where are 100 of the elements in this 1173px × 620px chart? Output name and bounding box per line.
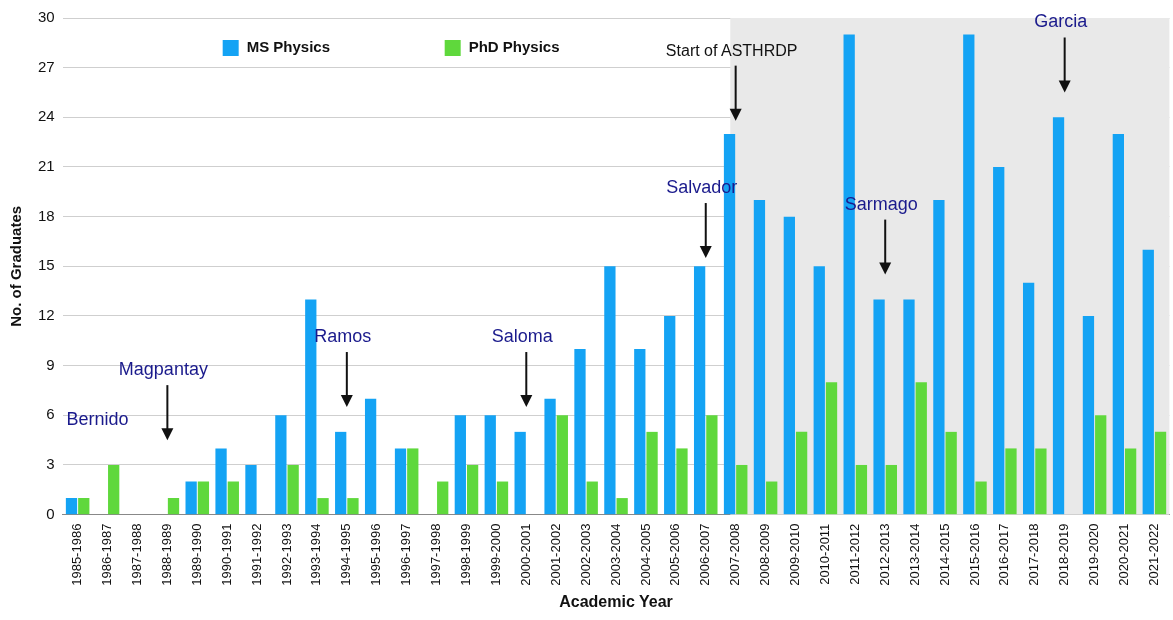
bar <box>454 415 466 515</box>
bar <box>335 431 347 515</box>
bar <box>933 200 945 515</box>
bar <box>664 315 676 515</box>
bar <box>736 464 748 515</box>
x-tick-label: 2000-2001 <box>517 523 533 586</box>
bar <box>885 464 897 515</box>
y-tick-label: 3 <box>46 455 55 473</box>
bar <box>993 166 1005 515</box>
x-tick-label: 2017-2018 <box>1026 523 1042 586</box>
bar <box>975 481 987 515</box>
bar <box>167 498 180 515</box>
x-tick-label: 1985-1986 <box>69 523 85 586</box>
x-tick-label: 2001-2002 <box>547 523 563 586</box>
bar <box>394 448 407 515</box>
bar <box>1124 448 1137 515</box>
bar <box>873 299 885 515</box>
bar <box>544 398 556 515</box>
x-tick-label: 2021-2022 <box>1145 523 1161 586</box>
x-tick-label: 1986-1987 <box>99 523 115 586</box>
x-tick-label: 1992-1993 <box>278 523 294 586</box>
y-tick-label: 9 <box>46 355 55 373</box>
bar <box>903 299 915 515</box>
bar <box>676 448 688 515</box>
x-tick-label: 2006-2007 <box>697 523 713 586</box>
bar <box>963 34 975 515</box>
x-tick-label: 1998-1999 <box>458 523 474 586</box>
bar <box>1022 282 1035 515</box>
y-tick-label: 18 <box>38 206 55 224</box>
bar <box>783 216 795 515</box>
bar <box>556 415 568 515</box>
bar <box>795 431 808 515</box>
bar <box>197 481 210 515</box>
bar <box>347 498 359 515</box>
bar <box>813 266 825 515</box>
annotation: Magpantay <box>118 359 208 380</box>
x-tick-label: 1987-1988 <box>129 523 145 586</box>
x-tick-label: 2008-2009 <box>757 523 773 586</box>
x-axis-title: Academic Year <box>559 592 673 610</box>
annotation: Bernido <box>66 408 129 429</box>
bar <box>1005 448 1017 515</box>
legend-label: MS Physics <box>246 38 331 56</box>
x-tick-label: 2004-2005 <box>637 523 653 586</box>
bar <box>1035 448 1047 515</box>
bar <box>514 431 526 515</box>
bar <box>1095 415 1107 515</box>
bar <box>108 464 120 515</box>
x-tick-label: 2003-2004 <box>607 523 623 586</box>
bar <box>1082 315 1095 515</box>
bar <box>185 481 197 515</box>
bar <box>693 266 706 515</box>
bar <box>227 481 239 515</box>
x-tick-label: 2002-2003 <box>577 523 593 586</box>
x-tick-label: 2009-2010 <box>787 523 803 586</box>
x-tick-label: 1999-2000 <box>487 523 503 586</box>
y-tick-label: 6 <box>46 405 55 423</box>
x-tick-label: 1990-1991 <box>218 523 234 586</box>
x-tick-label: 1988-1989 <box>158 523 174 586</box>
x-tick-label: 2011-2012 <box>846 523 862 585</box>
bar <box>78 498 90 515</box>
bar <box>407 448 419 515</box>
annotation: Garcia <box>1034 11 1089 32</box>
y-axis-title: No. of Graduates <box>7 205 25 327</box>
bar <box>305 299 317 515</box>
bar <box>646 431 658 515</box>
x-tick-label: 2020-2021 <box>1116 523 1132 586</box>
bar <box>604 266 616 515</box>
bar <box>245 464 257 515</box>
bar <box>364 398 377 515</box>
x-tick-label: 2014-2015 <box>936 523 952 586</box>
bar <box>275 415 287 515</box>
bar <box>766 481 778 515</box>
x-tick-label: 1995-1996 <box>368 523 384 586</box>
bar <box>1154 431 1167 515</box>
legend-label: PhD Physics <box>468 38 560 56</box>
x-tick-label: 1991-1992 <box>248 523 264 586</box>
y-tick-label: 15 <box>38 256 55 274</box>
x-tick-label: 1996-1997 <box>398 523 414 586</box>
x-tick-label: 2010-2011 <box>816 523 832 585</box>
bar <box>753 200 766 515</box>
bar <box>484 415 496 515</box>
x-tick-label: 1989-1990 <box>188 523 204 586</box>
y-tick-label: 21 <box>38 157 55 175</box>
bar <box>574 349 586 515</box>
x-tick-label: 2018-2019 <box>1056 523 1072 586</box>
x-tick-label: 2007-2008 <box>727 523 743 586</box>
x-tick-label: 2019-2020 <box>1086 523 1102 586</box>
x-tick-label: 2005-2006 <box>667 523 683 586</box>
x-tick-label: 1993-1994 <box>308 523 324 586</box>
bar <box>1052 117 1065 515</box>
bar <box>215 448 227 515</box>
y-tick-label: 0 <box>46 504 55 522</box>
x-tick-label: 1994-1995 <box>338 523 354 586</box>
x-tick-label: 2016-2017 <box>996 523 1012 586</box>
bar <box>825 382 838 515</box>
y-tick-label: 24 <box>38 107 55 125</box>
bar <box>706 415 718 515</box>
x-tick-label: 2012-2013 <box>876 523 892 586</box>
bar <box>1112 133 1124 515</box>
bar <box>634 349 646 515</box>
